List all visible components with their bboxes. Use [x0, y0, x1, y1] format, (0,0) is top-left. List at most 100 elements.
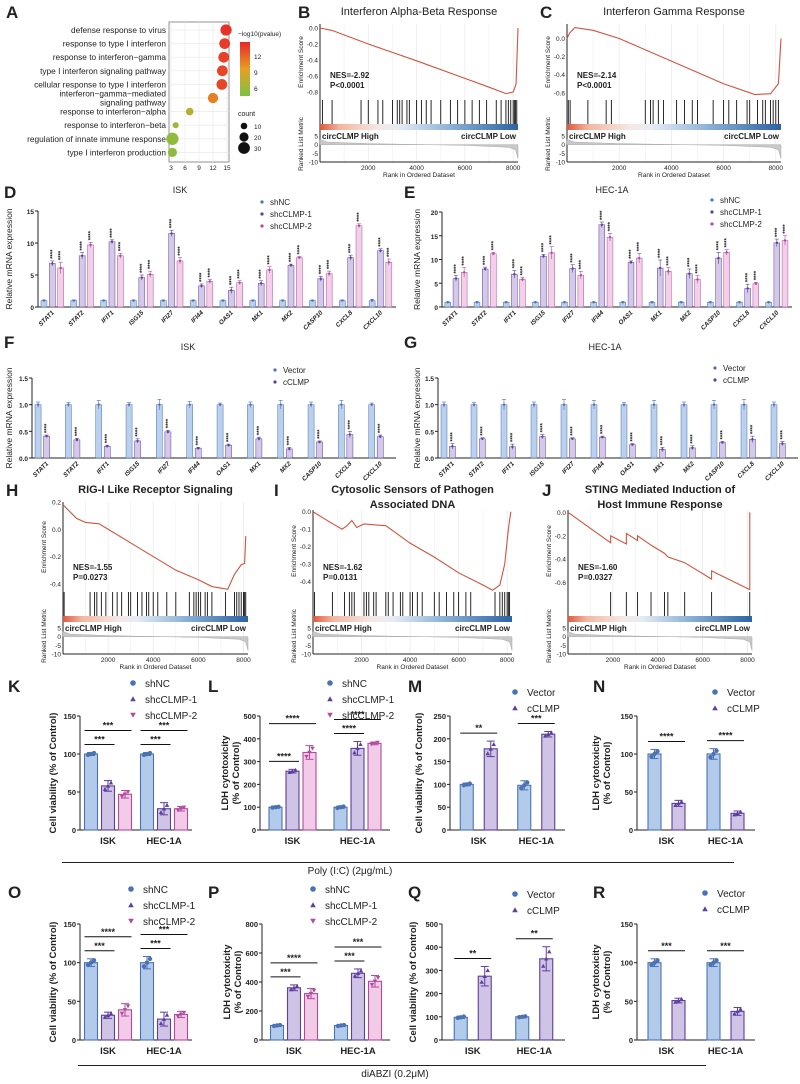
- bar-shcCLMP-2: [173, 808, 189, 831]
- significance-label: ****: [666, 256, 672, 266]
- y-tick-label: 600: [245, 949, 258, 958]
- significance-label: ****: [318, 429, 324, 439]
- legend-marker: [710, 210, 714, 214]
- data-point: [281, 299, 284, 302]
- colorbar-tick: 9: [254, 70, 258, 77]
- legend-marker: [128, 918, 134, 924]
- nes-label: NES=-1.55: [73, 563, 113, 572]
- data-point: [147, 750, 153, 756]
- high-label: circCLMP High: [315, 624, 372, 633]
- data-point: [268, 268, 271, 272]
- chart-L: L 0 100 200 300 400 500 LDH cytotoxicity(% of C…: [208, 677, 395, 847]
- significance-label: ****: [287, 953, 302, 963]
- data-point: [158, 1021, 164, 1026]
- data-point: [305, 994, 311, 999]
- bar-shcCLMP-1: [452, 278, 460, 308]
- data-point: [294, 983, 300, 988]
- bar-shcCLMP-2: [296, 257, 303, 308]
- chart-title: ISK: [173, 185, 188, 195]
- bar-shcCLMP-2: [117, 793, 133, 831]
- data-point: [775, 241, 779, 245]
- legend-label: cCLMP: [717, 905, 750, 916]
- x-tick-label: 15: [223, 165, 231, 172]
- data-point: [125, 790, 131, 795]
- data-point: [375, 976, 381, 980]
- data-point: [178, 806, 184, 811]
- y-tick-label: 0.0: [302, 509, 311, 516]
- bar-Vector: [453, 1016, 468, 1041]
- data-point: [732, 812, 737, 817]
- panel-I: Cytosolic Sensors of Pathogen Associated …: [268, 478, 536, 674]
- significance-label: ****: [105, 433, 111, 443]
- bar-Vector: [590, 404, 598, 459]
- data-point: [341, 804, 346, 809]
- legend-label: shNC: [720, 196, 740, 205]
- data-point: [475, 301, 479, 304]
- category-label: CXCL8: [335, 309, 355, 329]
- data-point: [549, 730, 554, 735]
- y-axis-label: Cell viability (% of Control): [48, 922, 59, 1043]
- data-point: [288, 987, 294, 992]
- data-point: [158, 810, 164, 815]
- bar-Vector: [338, 404, 345, 459]
- significance-label: ****: [208, 267, 214, 277]
- group-label: ISK: [471, 836, 487, 847]
- bar-shcCLMP-2: [781, 240, 789, 308]
- bar-Vector: [277, 404, 285, 459]
- data-point: [467, 781, 472, 786]
- panel-letter: R: [593, 883, 605, 902]
- data-point: [592, 403, 596, 406]
- legend-label: cCLMP: [727, 704, 760, 715]
- y-tick-label: 200: [433, 735, 446, 744]
- y-axis-label: Relative mRNA expression: [412, 367, 422, 468]
- data-point: [298, 256, 301, 259]
- legend-marker: [713, 366, 717, 370]
- category-label: MX2: [679, 309, 693, 323]
- data-point: [191, 299, 195, 302]
- high-label: circCLMP High: [569, 132, 626, 141]
- treatment-bracket-diabzi: [78, 1065, 706, 1066]
- high-label: circCLMP High: [322, 132, 379, 141]
- high-label: circCLMP High: [65, 624, 122, 633]
- enrichment-curve: [312, 511, 512, 591]
- bar-shcCLMP-1: [569, 268, 576, 308]
- ranked-metric-area: [566, 139, 782, 159]
- legend-marker: [327, 712, 333, 718]
- data-point: [369, 982, 375, 987]
- data-point: [230, 289, 233, 292]
- significance-label: ****: [89, 230, 95, 240]
- significance-label: ****: [750, 424, 756, 434]
- category-label: MX2: [682, 460, 696, 474]
- y-tick-label: 150: [620, 920, 633, 929]
- bar-shcCLMP-1: [49, 263, 56, 308]
- y-tick-label: 5: [30, 273, 34, 280]
- y-tick-label: -0.8: [307, 90, 319, 97]
- data-point: [289, 264, 293, 267]
- data-point: [519, 785, 524, 791]
- term-label: interferon−gamma−mediated signaling pathw…: [59, 89, 166, 108]
- data-point: [105, 783, 111, 788]
- metric-axis-label: Ranked List Metric: [546, 608, 553, 663]
- data-point: [679, 799, 684, 804]
- bar-shcCLMP-2: [206, 281, 214, 308]
- y-tick-label: 0.0: [19, 456, 28, 463]
- y-tick-label: 0: [434, 1036, 438, 1045]
- bar-shcCLMP-2: [490, 253, 497, 308]
- data-point: [717, 256, 720, 260]
- bar-Vector: [710, 404, 718, 459]
- legend-marker: [327, 696, 333, 702]
- bar-Vector: [156, 404, 163, 459]
- metric-tick-label: -5: [312, 151, 318, 158]
- data-point: [140, 276, 144, 279]
- y-tick-label: 150: [620, 712, 633, 721]
- bar-cCLMP: [599, 436, 606, 459]
- chart-O: O 0 50 100 150 Cell viability (% of Control) I…: [8, 883, 196, 1057]
- significance-label: ****: [166, 418, 172, 428]
- data-point: [357, 224, 361, 227]
- bar-shcCLMP-2: [176, 260, 184, 308]
- data-point: [783, 239, 787, 242]
- bar-cCLMP: [225, 444, 232, 459]
- data-point: [546, 732, 551, 736]
- bar-Vector: [515, 1016, 530, 1041]
